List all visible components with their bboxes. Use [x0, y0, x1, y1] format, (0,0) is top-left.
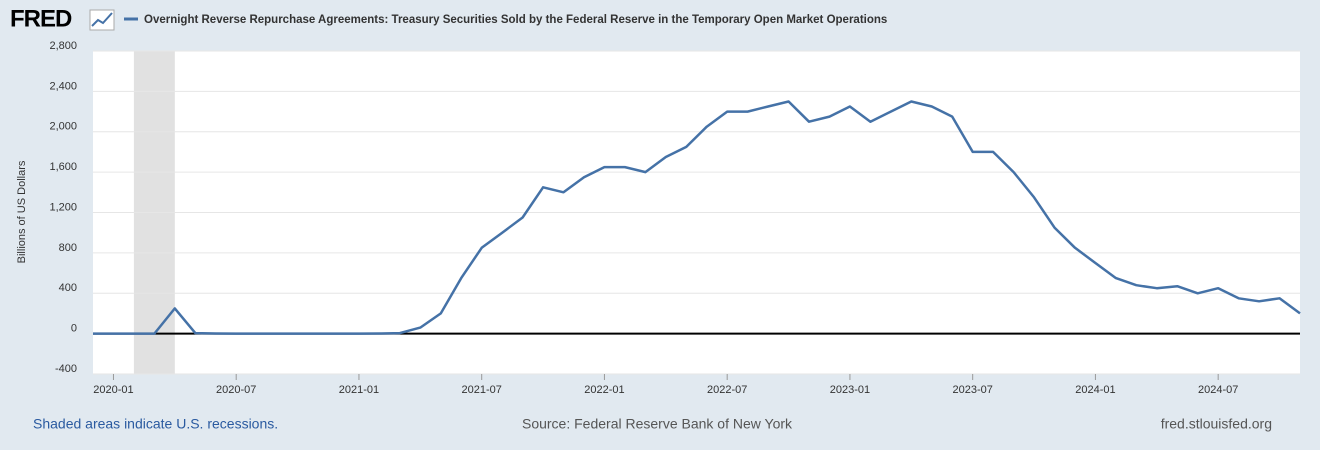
- x-tick-label: 2021-07: [462, 384, 502, 396]
- x-tick-label: 2021-01: [339, 384, 379, 396]
- logo-icon: [89, 9, 115, 31]
- logo: FRED: [10, 5, 72, 32]
- y-tick-label: 2,800: [49, 40, 77, 52]
- y-axis-label: Billions of US Dollars: [16, 160, 28, 263]
- y-tick-label: 1,200: [49, 201, 77, 213]
- recession-note: Shaded areas indicate U.S. recessions.: [33, 416, 278, 432]
- y-tick-label: 2,400: [49, 80, 77, 92]
- chart-title: Overnight Reverse Repurchase Agreements:…: [144, 14, 887, 26]
- y-tick-label: 800: [59, 242, 77, 254]
- site: fred.stlouisfed.org: [1161, 416, 1272, 432]
- x-tick-label: 2020-01: [93, 384, 133, 396]
- x-tick-label: 2022-01: [584, 384, 624, 396]
- x-tick-label: 2022-07: [707, 384, 747, 396]
- x-tick-label: 2024-07: [1198, 384, 1238, 396]
- y-tick-label: 0: [71, 323, 77, 335]
- data-line: [93, 100, 1301, 335]
- x-tick-label: 2023-01: [830, 384, 870, 396]
- source: Source: Federal Reserve Bank of New York: [522, 416, 793, 432]
- y-tick-label: 2,000: [49, 121, 77, 133]
- x-tick-label: 2023-07: [952, 384, 992, 396]
- y-tick-label: -400: [55, 363, 77, 375]
- x-tick-label: 2020-07: [216, 384, 256, 396]
- x-tick-label: 2024-01: [1075, 384, 1115, 396]
- y-tick-label: 1,600: [49, 161, 77, 173]
- y-tick-label: 400: [59, 282, 77, 294]
